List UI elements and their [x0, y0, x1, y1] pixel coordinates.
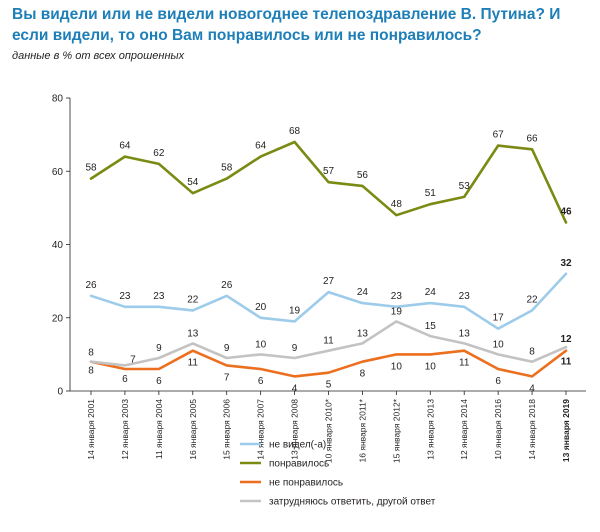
- data-label: 23: [391, 291, 403, 302]
- data-label: 4: [292, 383, 298, 394]
- data-label: 23: [459, 291, 471, 302]
- data-label: 22: [187, 294, 199, 305]
- data-label: 19: [289, 305, 301, 316]
- x-tick-label: 12 января 2003: [120, 399, 130, 460]
- x-tick-label: 15 января 2006: [222, 399, 232, 460]
- data-label: 8: [88, 348, 94, 359]
- data-label: 20: [255, 302, 267, 313]
- data-label: 23: [153, 291, 165, 302]
- x-tick-label: 16 января 2011*: [357, 398, 367, 462]
- data-label: 10: [255, 339, 267, 350]
- x-tick-label: 15 января 2012*: [391, 398, 401, 463]
- x-tick-label: 10 января 2010*: [324, 398, 334, 463]
- data-label: 10: [391, 361, 403, 372]
- data-label: 9: [224, 343, 230, 354]
- series-line: [89, 349, 568, 378]
- series-line: [89, 272, 568, 331]
- data-label: 57: [323, 166, 335, 177]
- data-label: 58: [85, 163, 97, 174]
- chart-x-tick-labels: 14 января 2001 12 января 2003 11 января 20…: [86, 391, 571, 463]
- data-label: 68: [289, 126, 301, 137]
- data-label: 17: [493, 313, 505, 324]
- data-label: 27: [323, 276, 335, 287]
- data-label: 67: [493, 130, 505, 141]
- series-line: [89, 140, 568, 224]
- x-tick-label: 10 января 2016: [493, 399, 503, 460]
- data-label: 8: [88, 366, 94, 377]
- data-label: 26: [85, 280, 97, 291]
- data-label: 24: [357, 287, 369, 298]
- data-label: 15: [425, 321, 437, 332]
- data-label: 26: [221, 280, 233, 291]
- y-tick-label: 40: [52, 240, 64, 251]
- data-label: 6: [495, 376, 501, 387]
- data-label: 64: [119, 141, 131, 152]
- data-label: 51: [425, 188, 437, 199]
- x-tick-label: 13 января 2019: [561, 399, 571, 462]
- data-label: 23: [119, 291, 131, 302]
- series-line: [89, 320, 568, 367]
- x-tick-label: 16 января 2005: [188, 399, 198, 460]
- data-label: 13: [357, 328, 369, 339]
- y-tick-label: 80: [52, 94, 64, 105]
- data-label: 4: [529, 383, 535, 394]
- data-label: 22: [527, 294, 539, 305]
- data-label: 9: [292, 343, 298, 354]
- x-tick-label: 14 января 2007: [256, 399, 266, 460]
- data-label: 12: [560, 334, 572, 345]
- legend-entry-label: затрудняюсь ответить, другой ответ: [269, 497, 436, 508]
- data-label: 11: [188, 358, 199, 369]
- data-label: 11: [561, 357, 572, 368]
- data-label: 7: [130, 354, 136, 365]
- data-label: 66: [527, 133, 539, 144]
- legend-entry-label: понравилось: [269, 459, 329, 470]
- data-label: 11: [323, 336, 334, 347]
- data-label: 9: [156, 343, 162, 354]
- data-label: 13: [459, 328, 471, 339]
- x-tick-label: 11 января 2004: [154, 399, 164, 459]
- y-tick-label: 0: [57, 387, 63, 398]
- data-label: 53: [459, 181, 471, 192]
- data-label: 10: [425, 361, 437, 372]
- chart-legend: не видел(-а) понравилось не понравилось зат…: [240, 440, 436, 508]
- data-label: 48: [391, 199, 403, 210]
- chart-series-lines: [89, 140, 568, 378]
- data-label: 32: [560, 258, 572, 269]
- data-label: 19: [391, 306, 403, 317]
- data-label: 62: [153, 148, 165, 159]
- data-label: 6: [258, 376, 264, 387]
- data-label: 58: [221, 163, 233, 174]
- data-label: 5: [326, 380, 332, 391]
- chart-subtitle: данные в % от всех опрошенных: [12, 50, 185, 62]
- data-label: 6: [156, 376, 162, 387]
- data-label: 24: [425, 287, 437, 298]
- data-label: 10: [493, 339, 505, 350]
- data-label: 8: [529, 347, 535, 358]
- data-label: 11: [459, 358, 470, 369]
- data-label: 8: [360, 369, 366, 380]
- chart-title: Вы видели или не видели новогоднее телеп…: [12, 6, 561, 44]
- y-tick-label: 20: [52, 313, 64, 324]
- data-label: 64: [255, 141, 267, 152]
- x-tick-label: 13 января 2008: [290, 399, 300, 460]
- data-label: 54: [187, 177, 199, 188]
- x-tick-label: 12 января 2014: [459, 399, 469, 460]
- x-tick-label: 14 января 2001: [86, 399, 96, 460]
- data-label: 46: [560, 207, 572, 218]
- data-label: 7: [224, 372, 230, 383]
- chart-axes: 0 20 40 60 80: [52, 94, 586, 398]
- legend-entry-label: не понравилось: [269, 478, 343, 489]
- data-label: 6: [122, 374, 128, 385]
- data-label: 56: [357, 170, 369, 181]
- y-tick-label: 60: [52, 167, 64, 178]
- x-tick-label: 14 января 2018: [527, 399, 537, 460]
- x-tick-label: 13 января 2013: [425, 399, 435, 460]
- data-label: 13: [187, 328, 199, 339]
- legend-entry-label: не видел(-а): [269, 440, 326, 451]
